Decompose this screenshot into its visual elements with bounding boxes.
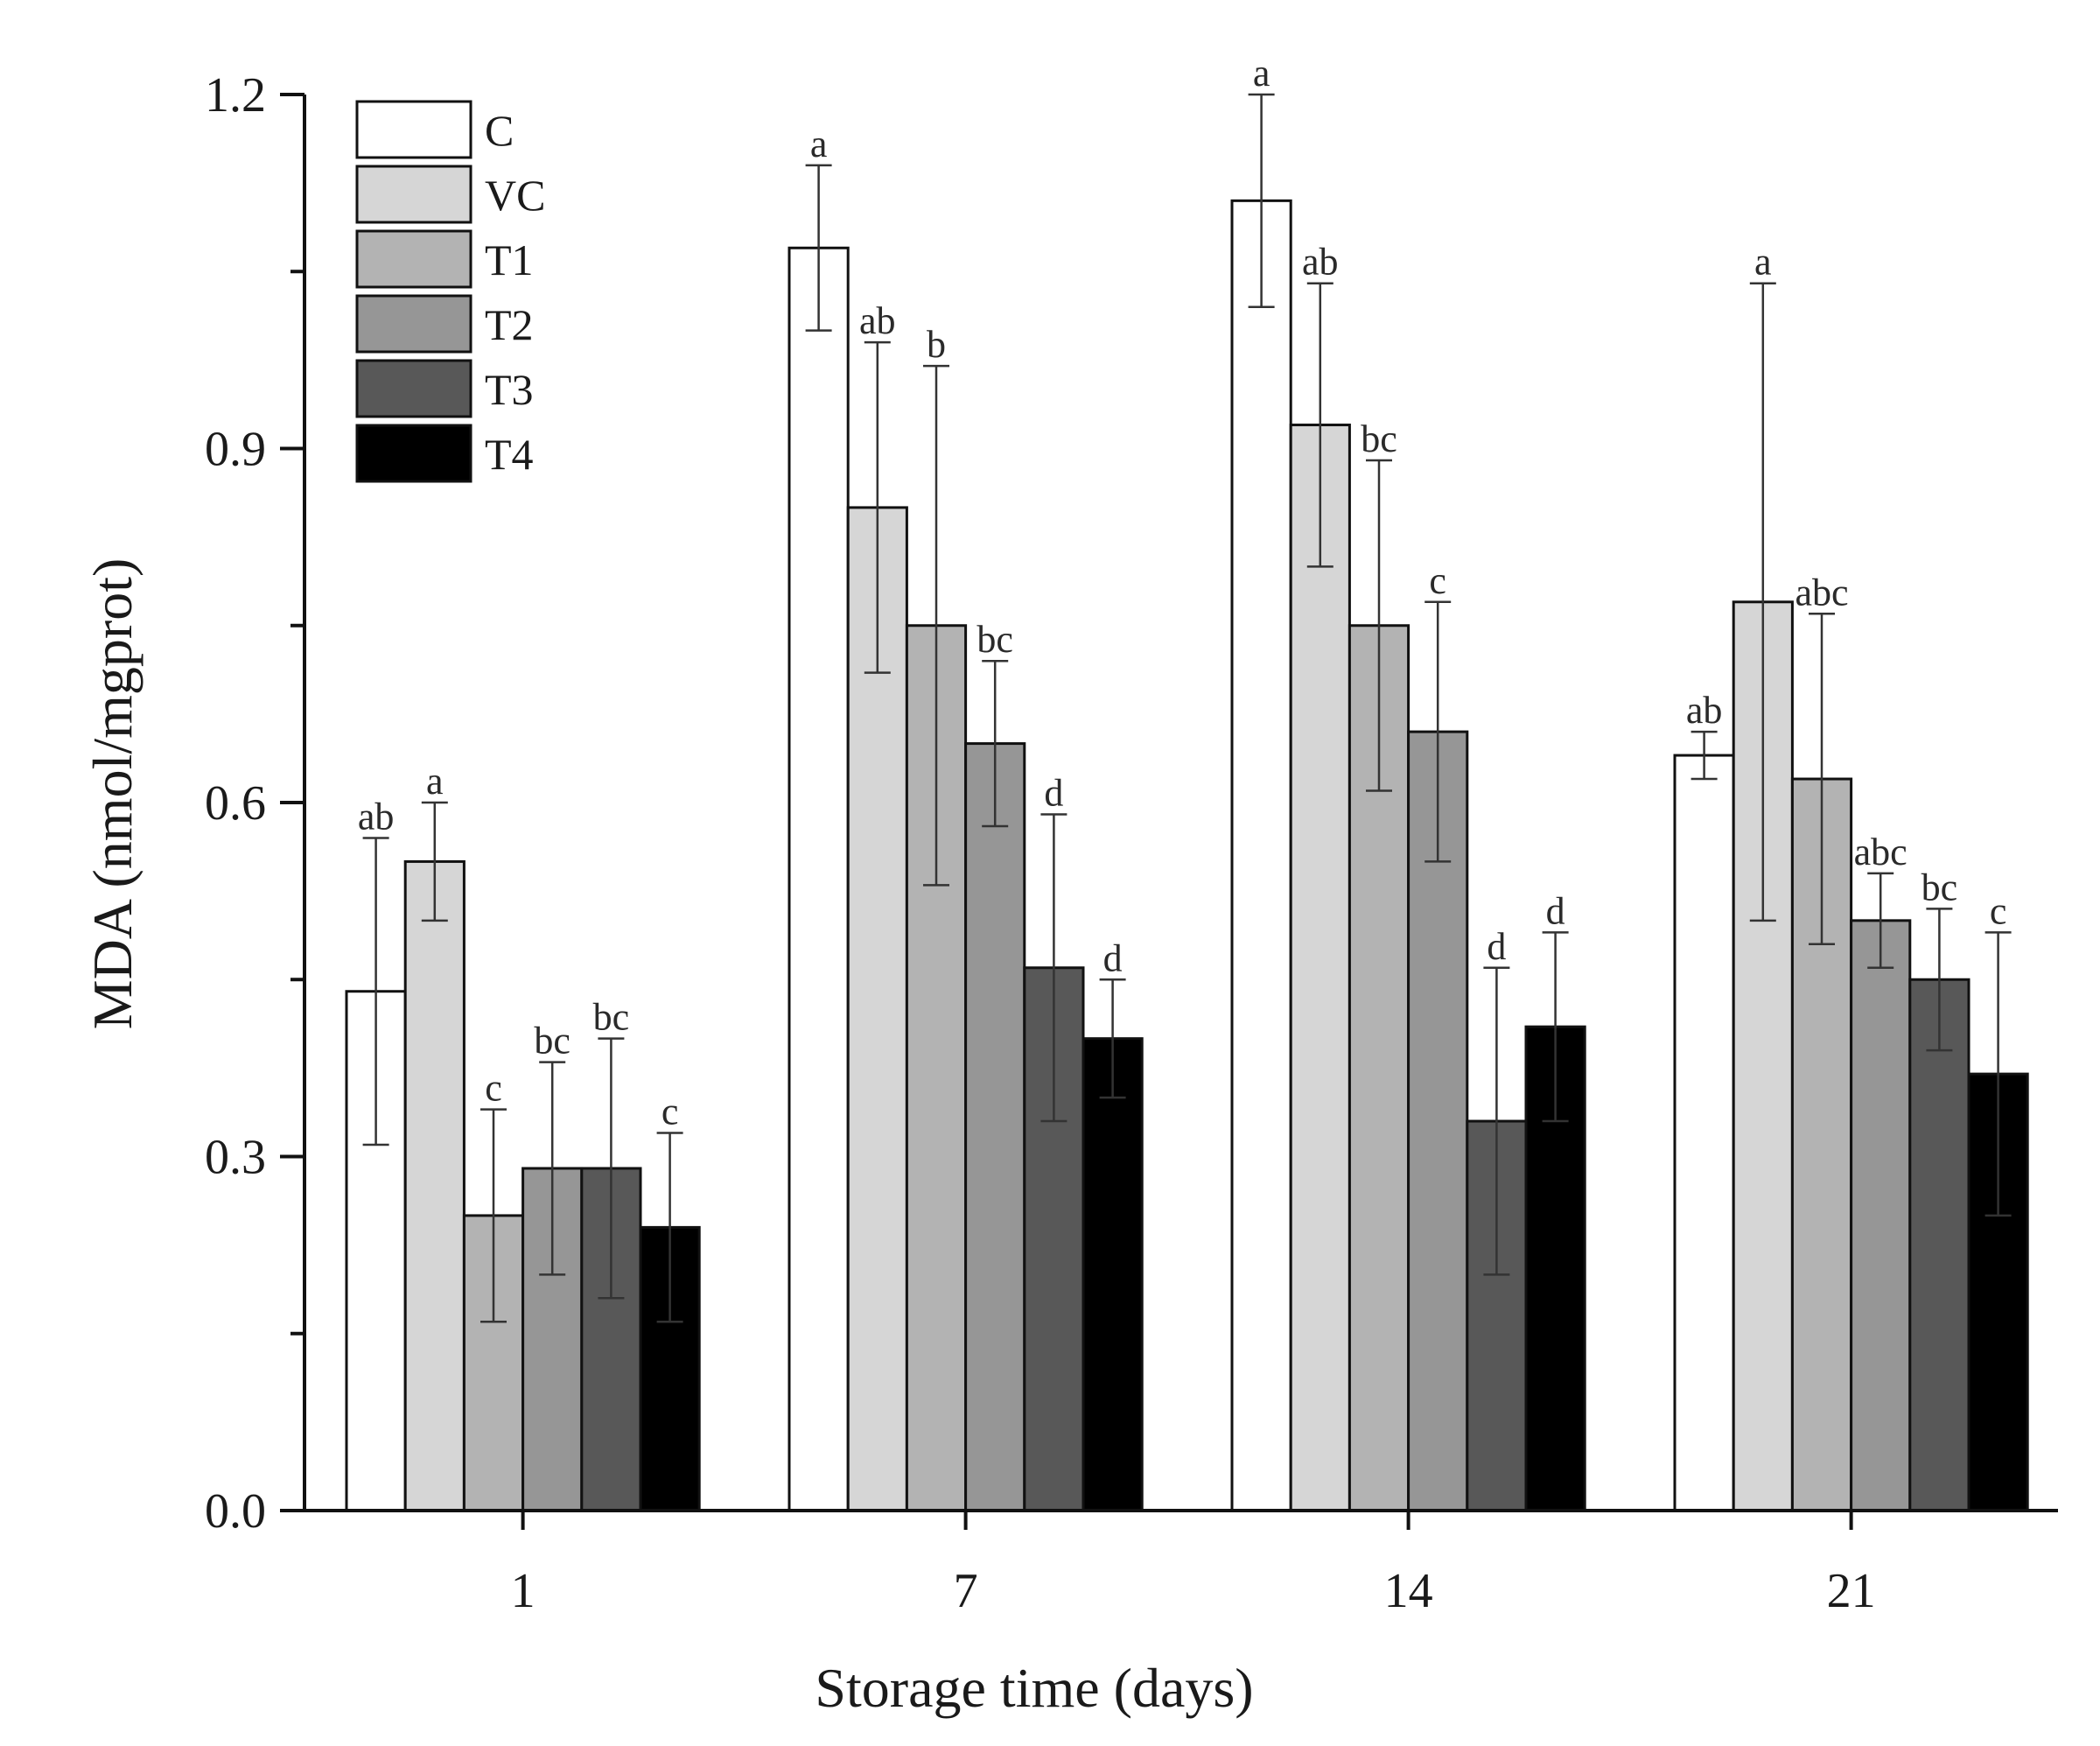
legend-label-c: C [485,106,514,155]
significance-label: d [1487,925,1506,968]
bar-t2 [1850,919,1912,1512]
significance-label: bc [1361,417,1397,460]
significance-label: bc [534,1020,570,1062]
bar-t3 [1908,978,1970,1512]
bar-vc [403,859,466,1512]
significance-label: ab [859,299,896,342]
significance-label: c [485,1067,502,1110]
significance-label: c [1990,889,2007,932]
significance-label: bc [976,618,1013,661]
significance-label: a [810,123,828,165]
error-bar [362,837,389,1146]
significance-label: d [1546,889,1565,932]
legend-label-t1: T1 [485,235,534,284]
y-tick-label: 0.9 [205,423,266,477]
significance-label: c [662,1090,679,1133]
error-bar [1483,966,1510,1276]
error-bar [1248,93,1275,308]
y-tick-label: 0.6 [205,776,266,831]
significance-label: ab [358,795,395,838]
y-tick-label: 0.0 [205,1484,266,1539]
legend-swatch-t1 [355,229,472,289]
error-bar [1867,872,1894,970]
significance-label: ab [1302,241,1339,284]
error-bar [1749,282,1776,922]
y-tick-label: 0.3 [205,1131,266,1185]
legend-label-t3: T3 [485,365,534,414]
error-bar [1690,730,1718,781]
significance-label: bc [593,996,630,1039]
x-axis-title: Storage time (days) [815,1657,1253,1719]
significance-label: abc [1854,831,1908,873]
y-axis-title: MDA (nmol/mgprot) [81,558,144,1030]
axis-layer: 0.0 0.3 0.6 0.9 1.2 1 7 14 21 [205,68,2058,1618]
error-bar [539,1061,566,1276]
legend-label-t2: T2 [485,300,534,349]
error-bar [480,1108,507,1323]
x-tick-label: 14 [1384,1564,1433,1618]
bar-c [1230,199,1292,1512]
error-bar [805,164,832,332]
bar-c [1673,754,1735,1512]
error-bar [923,364,949,887]
error-bar [1542,931,1569,1123]
bar-c [788,246,850,1512]
error-bar [1424,600,1452,863]
significance-label: a [1253,52,1270,95]
significance-label: bc [1922,866,1958,908]
error-bar [982,659,1009,828]
legend: C VC T1 T2 T3 T4 [355,100,545,483]
error-bar [1926,908,1953,1052]
legend-swatch-vc [355,165,472,224]
legend-label-vc: VC [485,171,545,220]
error-bar [864,340,891,674]
significance-label: a [1754,241,1772,284]
bar-t4 [1082,1037,1144,1512]
significance-label: a [426,760,444,803]
error-bar [421,801,448,922]
error-bar [1306,282,1334,568]
error-bar [1366,459,1392,792]
significance-label: d [1103,936,1123,979]
significance-label: d [1044,771,1063,814]
x-tick-label: 7 [954,1564,978,1618]
error-bar [1809,613,1835,946]
legend-swatch-t2 [355,294,472,354]
legend-swatch-t3 [355,359,472,418]
error-bar [598,1037,625,1300]
y-tick-label: 1.2 [205,68,266,123]
x-tick-label: 21 [1827,1564,1876,1618]
x-tick-label: 1 [511,1564,536,1618]
error-bar [1984,931,2012,1217]
legend-swatch-c [355,100,472,159]
significance-label: ab [1686,689,1723,732]
legend-swatch-t4 [355,424,472,483]
error-bar [1099,978,1126,1099]
error-bar [656,1132,683,1323]
significance-label: b [927,323,946,366]
error-bar [1040,813,1068,1123]
significance-label: abc [1795,571,1848,614]
significance-label: c [1429,559,1446,602]
bar-vc [1289,424,1351,1512]
bar-t2 [964,742,1026,1512]
legend-label-t4: T4 [485,430,534,479]
